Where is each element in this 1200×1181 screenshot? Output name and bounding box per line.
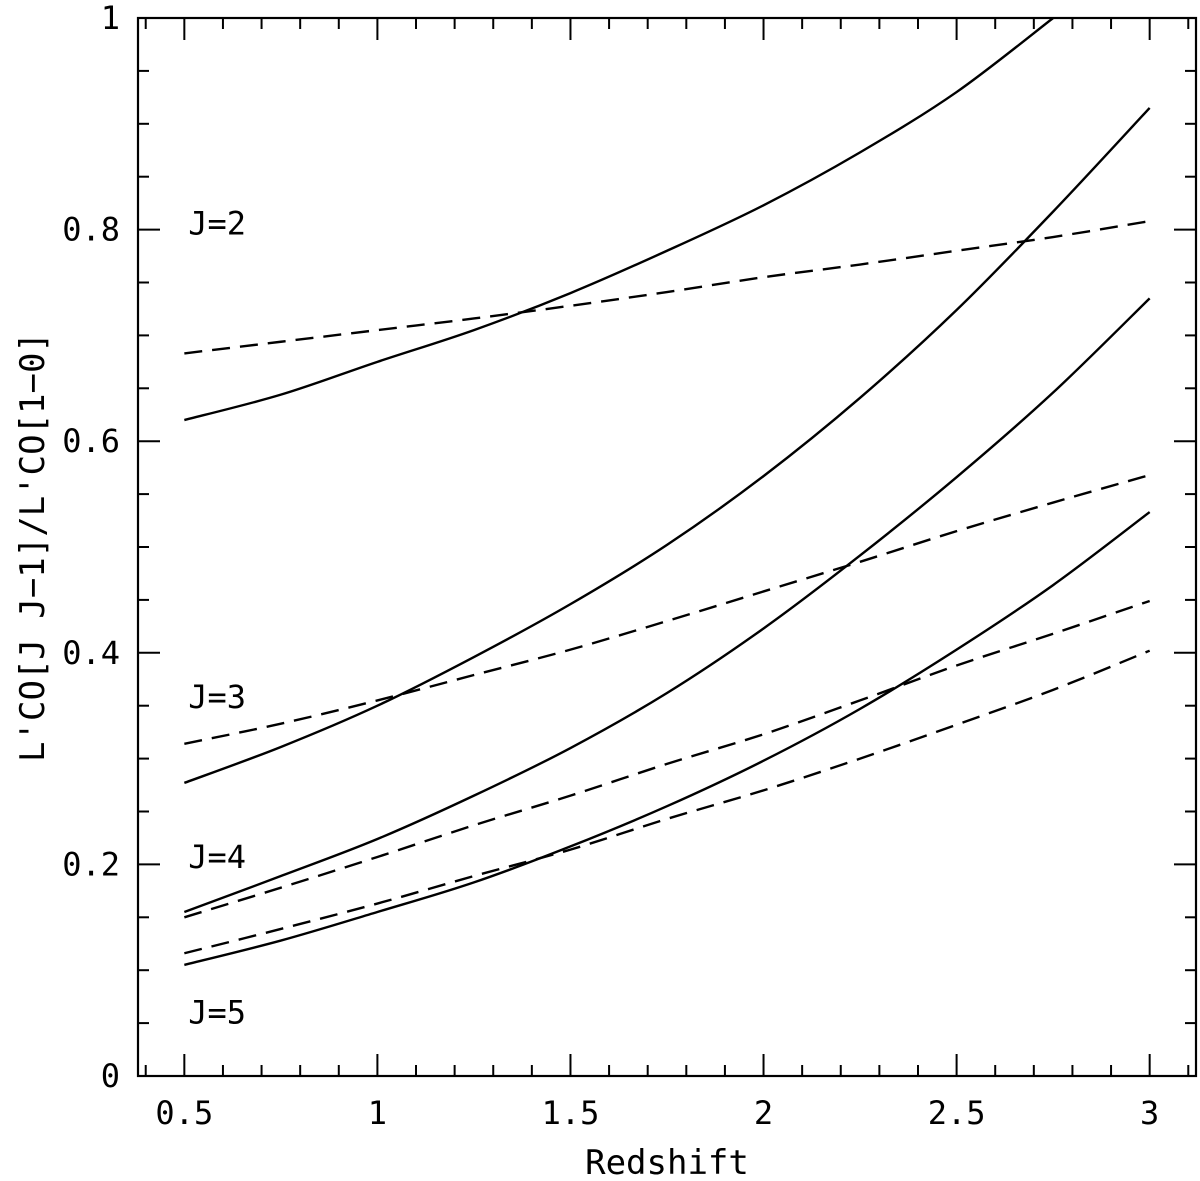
- y-tick-label: 0.4: [62, 634, 120, 672]
- y-tick-label: 1: [101, 0, 120, 37]
- solid-series-line-3: [183, 107, 1151, 785]
- y-axis-title: L'CO[J J−1]/L'CO[1−0]: [13, 332, 53, 762]
- y-tick-labels: 0 0.2 0.4 0.6 0.8 1: [62, 0, 120, 1095]
- curve-label: J=2: [188, 204, 246, 242]
- x-tick-label: 1.5: [542, 1094, 600, 1132]
- axis-ticks: [138, 17, 1196, 1077]
- plot-frame: [136, 16, 1198, 1078]
- annotations: J=2 J=3 J=4 J=5: [188, 204, 246, 1031]
- x-tick-label: 3: [1140, 1094, 1159, 1132]
- x-tick-label: 2.5: [928, 1094, 986, 1132]
- x-tick-label: 0.5: [155, 1094, 213, 1132]
- y-tick-label: 0: [101, 1057, 120, 1095]
- y-tick-label: 0.6: [62, 422, 120, 460]
- curve-label: J=4: [188, 838, 246, 876]
- y-tick-label: 0.2: [62, 845, 120, 883]
- x-tick-label: 1: [368, 1094, 387, 1132]
- solid-series-line-7: [184, 511, 1151, 967]
- dashed-series-line-4: [184, 473, 1150, 745]
- x-axis-title: Redshift: [585, 1143, 749, 1181]
- curve-label: J=5: [188, 994, 246, 1032]
- solid-series-line-1: [184, 18, 1054, 422]
- dashed-series-line-6: [183, 599, 1151, 919]
- dashed-series-line-2: [184, 219, 1150, 355]
- x-tick-label: 2: [754, 1094, 773, 1132]
- series-group: [183, 18, 1151, 967]
- curve-label: J=3: [188, 678, 246, 716]
- y-tick-label: 0.8: [62, 211, 120, 249]
- solid-series-line-5: [183, 297, 1151, 914]
- dashed-series-line-8: [184, 649, 1151, 955]
- x-tick-labels: 0.5 1 1.5 2 2.5 3: [155, 1094, 1159, 1132]
